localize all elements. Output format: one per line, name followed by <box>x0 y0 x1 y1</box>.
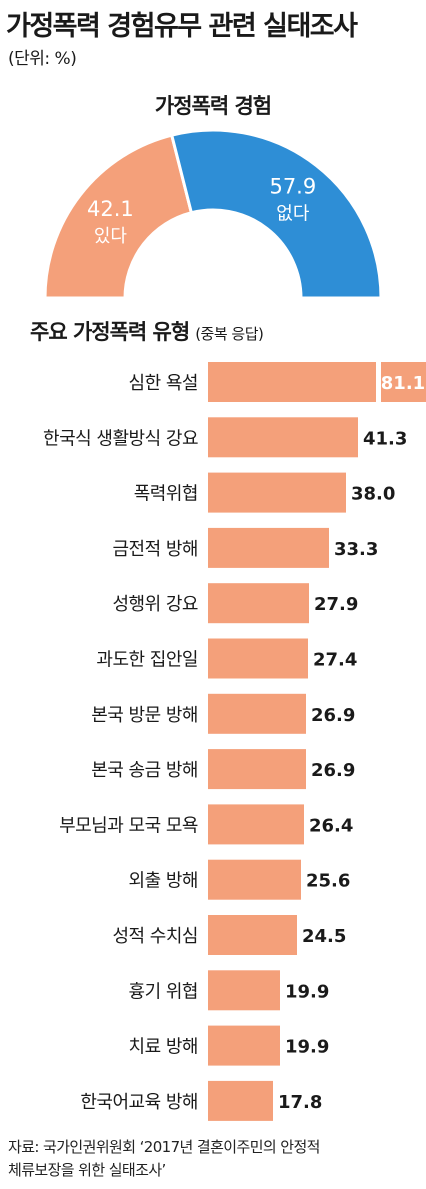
donut-slice-2 <box>169 128 383 300</box>
bar-13 <box>208 1025 280 1066</box>
bar-category-label-6: 과도한 집안일 <box>96 650 198 671</box>
bar-chart-title: 주요 가정폭력 유형 <box>30 320 190 344</box>
bar-value-label-6: 27.4 <box>313 650 357 671</box>
bar-3 <box>208 472 346 513</box>
bar-value-label-1: 81.1 <box>381 373 425 394</box>
donut-value-2: 57.9 <box>269 174 316 198</box>
bar-value-label-13: 19.9 <box>285 1037 329 1058</box>
bar-9 <box>208 804 304 845</box>
bar-value-label-3: 38.0 <box>351 484 395 505</box>
bar-12 <box>208 970 280 1011</box>
bar-category-label-5: 성행위 강요 <box>112 594 198 615</box>
source-line-1: 자료: 국가인권위원회 ‘2017년 결혼이주민의 안정적 <box>8 1138 320 1156</box>
bar-category-label-7: 본국 방문 방해 <box>91 705 198 726</box>
page-title: 가정폭력 경험유무 관련 실태조사 <box>6 11 358 42</box>
bar-category-label-10: 외출 방해 <box>129 871 198 892</box>
bar-chart-heading: 주요 가정폭력 유형 (중복 응답) <box>30 316 264 346</box>
donut-label-2: 없다 <box>276 203 310 224</box>
bar-category-label-1: 심한 욕설 <box>129 373 198 394</box>
source-note: 자료: 국가인권위원회 ‘2017년 결혼이주민의 안정적 체류보장을 위한 실… <box>8 1136 422 1182</box>
unit-label: (단위: %) <box>8 49 77 69</box>
bar-value-label-12: 19.9 <box>285 981 329 1002</box>
bar-14 <box>208 1080 273 1121</box>
bar-value-label-7: 26.9 <box>311 705 355 726</box>
bar-value-label-14: 17.8 <box>278 1092 322 1113</box>
bar-value-label-2: 41.3 <box>363 428 407 449</box>
bar-10 <box>208 859 301 900</box>
bar-2 <box>208 417 358 458</box>
source-line-2: 체류보장을 위한 실태조사’ <box>8 1161 166 1179</box>
bar-category-label-2: 한국식 생활방식 강요 <box>43 428 198 449</box>
bar-category-label-12: 흉기 위협 <box>129 981 198 1002</box>
bar-8 <box>208 749 306 790</box>
bar-category-label-3: 폭력위협 <box>134 484 198 505</box>
bar-7 <box>208 693 306 734</box>
bar-category-label-13: 치료 방해 <box>129 1037 198 1058</box>
bar-6 <box>208 638 308 679</box>
bar-category-label-9: 부모님과 모국 모욕 <box>59 815 198 836</box>
bar-category-label-4: 금전적 방해 <box>112 539 198 560</box>
bar-11 <box>208 915 297 955</box>
bar-value-label-9: 26.4 <box>309 815 353 836</box>
bar-value-label-4: 33.3 <box>334 539 378 560</box>
bar-1 <box>208 362 426 402</box>
donut-label-1: 있다 <box>94 226 128 247</box>
bar-value-label-11: 24.5 <box>302 926 346 947</box>
bar-break-mark <box>376 360 381 404</box>
donut-title: 가정폭력 경험 <box>154 94 272 118</box>
bar-category-label-11: 성적 수치심 <box>112 926 198 947</box>
bar-value-label-8: 26.9 <box>311 760 355 781</box>
donut-value-1: 42.1 <box>87 197 134 221</box>
donut-chart: 42.1 있다 57.9 없다 <box>43 128 383 300</box>
bar-value-label-5: 27.9 <box>314 594 358 615</box>
bar-chart-subtitle: (중복 응답) <box>195 325 264 343</box>
bar-4 <box>208 527 329 568</box>
donut-slice-1 <box>43 133 194 300</box>
bar-category-label-8: 본국 송금 방해 <box>91 760 198 781</box>
bar-category-label-14: 한국어교육 방해 <box>80 1092 198 1113</box>
bar-value-label-10: 25.6 <box>306 871 350 892</box>
bar-5 <box>208 583 309 624</box>
